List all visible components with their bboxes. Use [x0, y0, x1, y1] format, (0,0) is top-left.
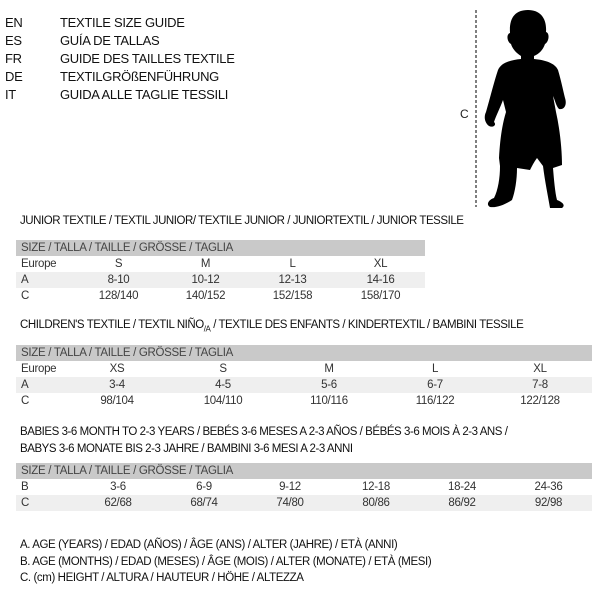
- junior-section-title: JUNIOR TEXTILE / TEXTIL JUNIOR/ TEXTILE …: [20, 215, 464, 227]
- lang-en: EN TEXTILE SIZE GUIDE: [5, 15, 185, 30]
- babies-section-title-line1: BABIES 3-6 MONTH TO 2-3 YEARS / BEBÉS 3-…: [20, 426, 508, 438]
- legend-c: C. (cm) HEIGHT / ALTURA / HAUTEUR / HÖHE…: [20, 572, 304, 584]
- lang-es: ES GUÍA DE TALLAS: [5, 33, 160, 48]
- table-row: Europe S M L XL: [21, 258, 388, 270]
- table-row: A 8-10 10-12 12-13 14-16: [16, 272, 426, 288]
- table-header-row: SIZE / TALLA / TAILLE / GRÖSSE / TAGLIA: [16, 463, 593, 479]
- lang-fr: FR GUIDE DES TAILLES TEXTILE: [5, 51, 235, 66]
- table-header-row: SIZE / TALLA / TAILLE / GRÖSSE / TAGLIA: [16, 240, 426, 256]
- table-row: C 98/104 104/110 110/116 116/122 122/128: [21, 395, 560, 407]
- table-row: A 3-4 4-5 5-6 6-7 7-8: [16, 377, 593, 393]
- children-section-title: CHILDREN'S TEXTILE / TEXTIL NIÑO/A / TEX…: [20, 319, 524, 334]
- junior-size-table: SIZE / TALLA / TAILLE / GRÖSSE / TAGLIA …: [16, 240, 426, 304]
- babies-size-table: SIZE / TALLA / TAILLE / GRÖSSE / TAGLIA …: [16, 463, 593, 511]
- height-measure-label: C: [460, 107, 469, 121]
- lang-it: IT GUIDA ALLE TAGLIE TESSILI: [5, 87, 229, 102]
- babies-section-title-line2: BABYS 3-6 MONATE BIS 2-3 JAHRE / BAMBINI…: [20, 443, 353, 455]
- table-row: Europe XS S M L XL: [21, 363, 547, 375]
- legend-b: B. AGE (MONTHS) / EDAD (MESES) / ÂGE (MO…: [20, 555, 432, 568]
- table-row: B 3-6 6-9 9-12 12-18 18-24 24-36: [21, 481, 563, 493]
- lang-de: DE TEXTILGRÖßENFÜHRUNG: [5, 69, 219, 84]
- table-row: C 62/68 68/74 74/80 80/86 86/92 92/98: [16, 495, 593, 511]
- children-size-table: SIZE / TALLA / TAILLE / GRÖSSE / TAGLIA …: [16, 345, 593, 409]
- table-header-row: SIZE / TALLA / TAILLE / GRÖSSE / TAGLIA: [16, 345, 593, 361]
- legend: A. AGE (YEARS) / EDAD (AÑOS) / ÂGE (ANS)…: [20, 537, 432, 587]
- legend-a: A. AGE (YEARS) / EDAD (AÑOS) / ÂGE (ANS)…: [20, 539, 398, 551]
- table-row: C 128/140 140/152 152/158 158/170: [21, 290, 401, 302]
- child-silhouette-icon: [475, 10, 566, 208]
- language-titles: EN TEXTILE SIZE GUIDE ES GUÍA DE TALLAS FR…: [5, 14, 235, 104]
